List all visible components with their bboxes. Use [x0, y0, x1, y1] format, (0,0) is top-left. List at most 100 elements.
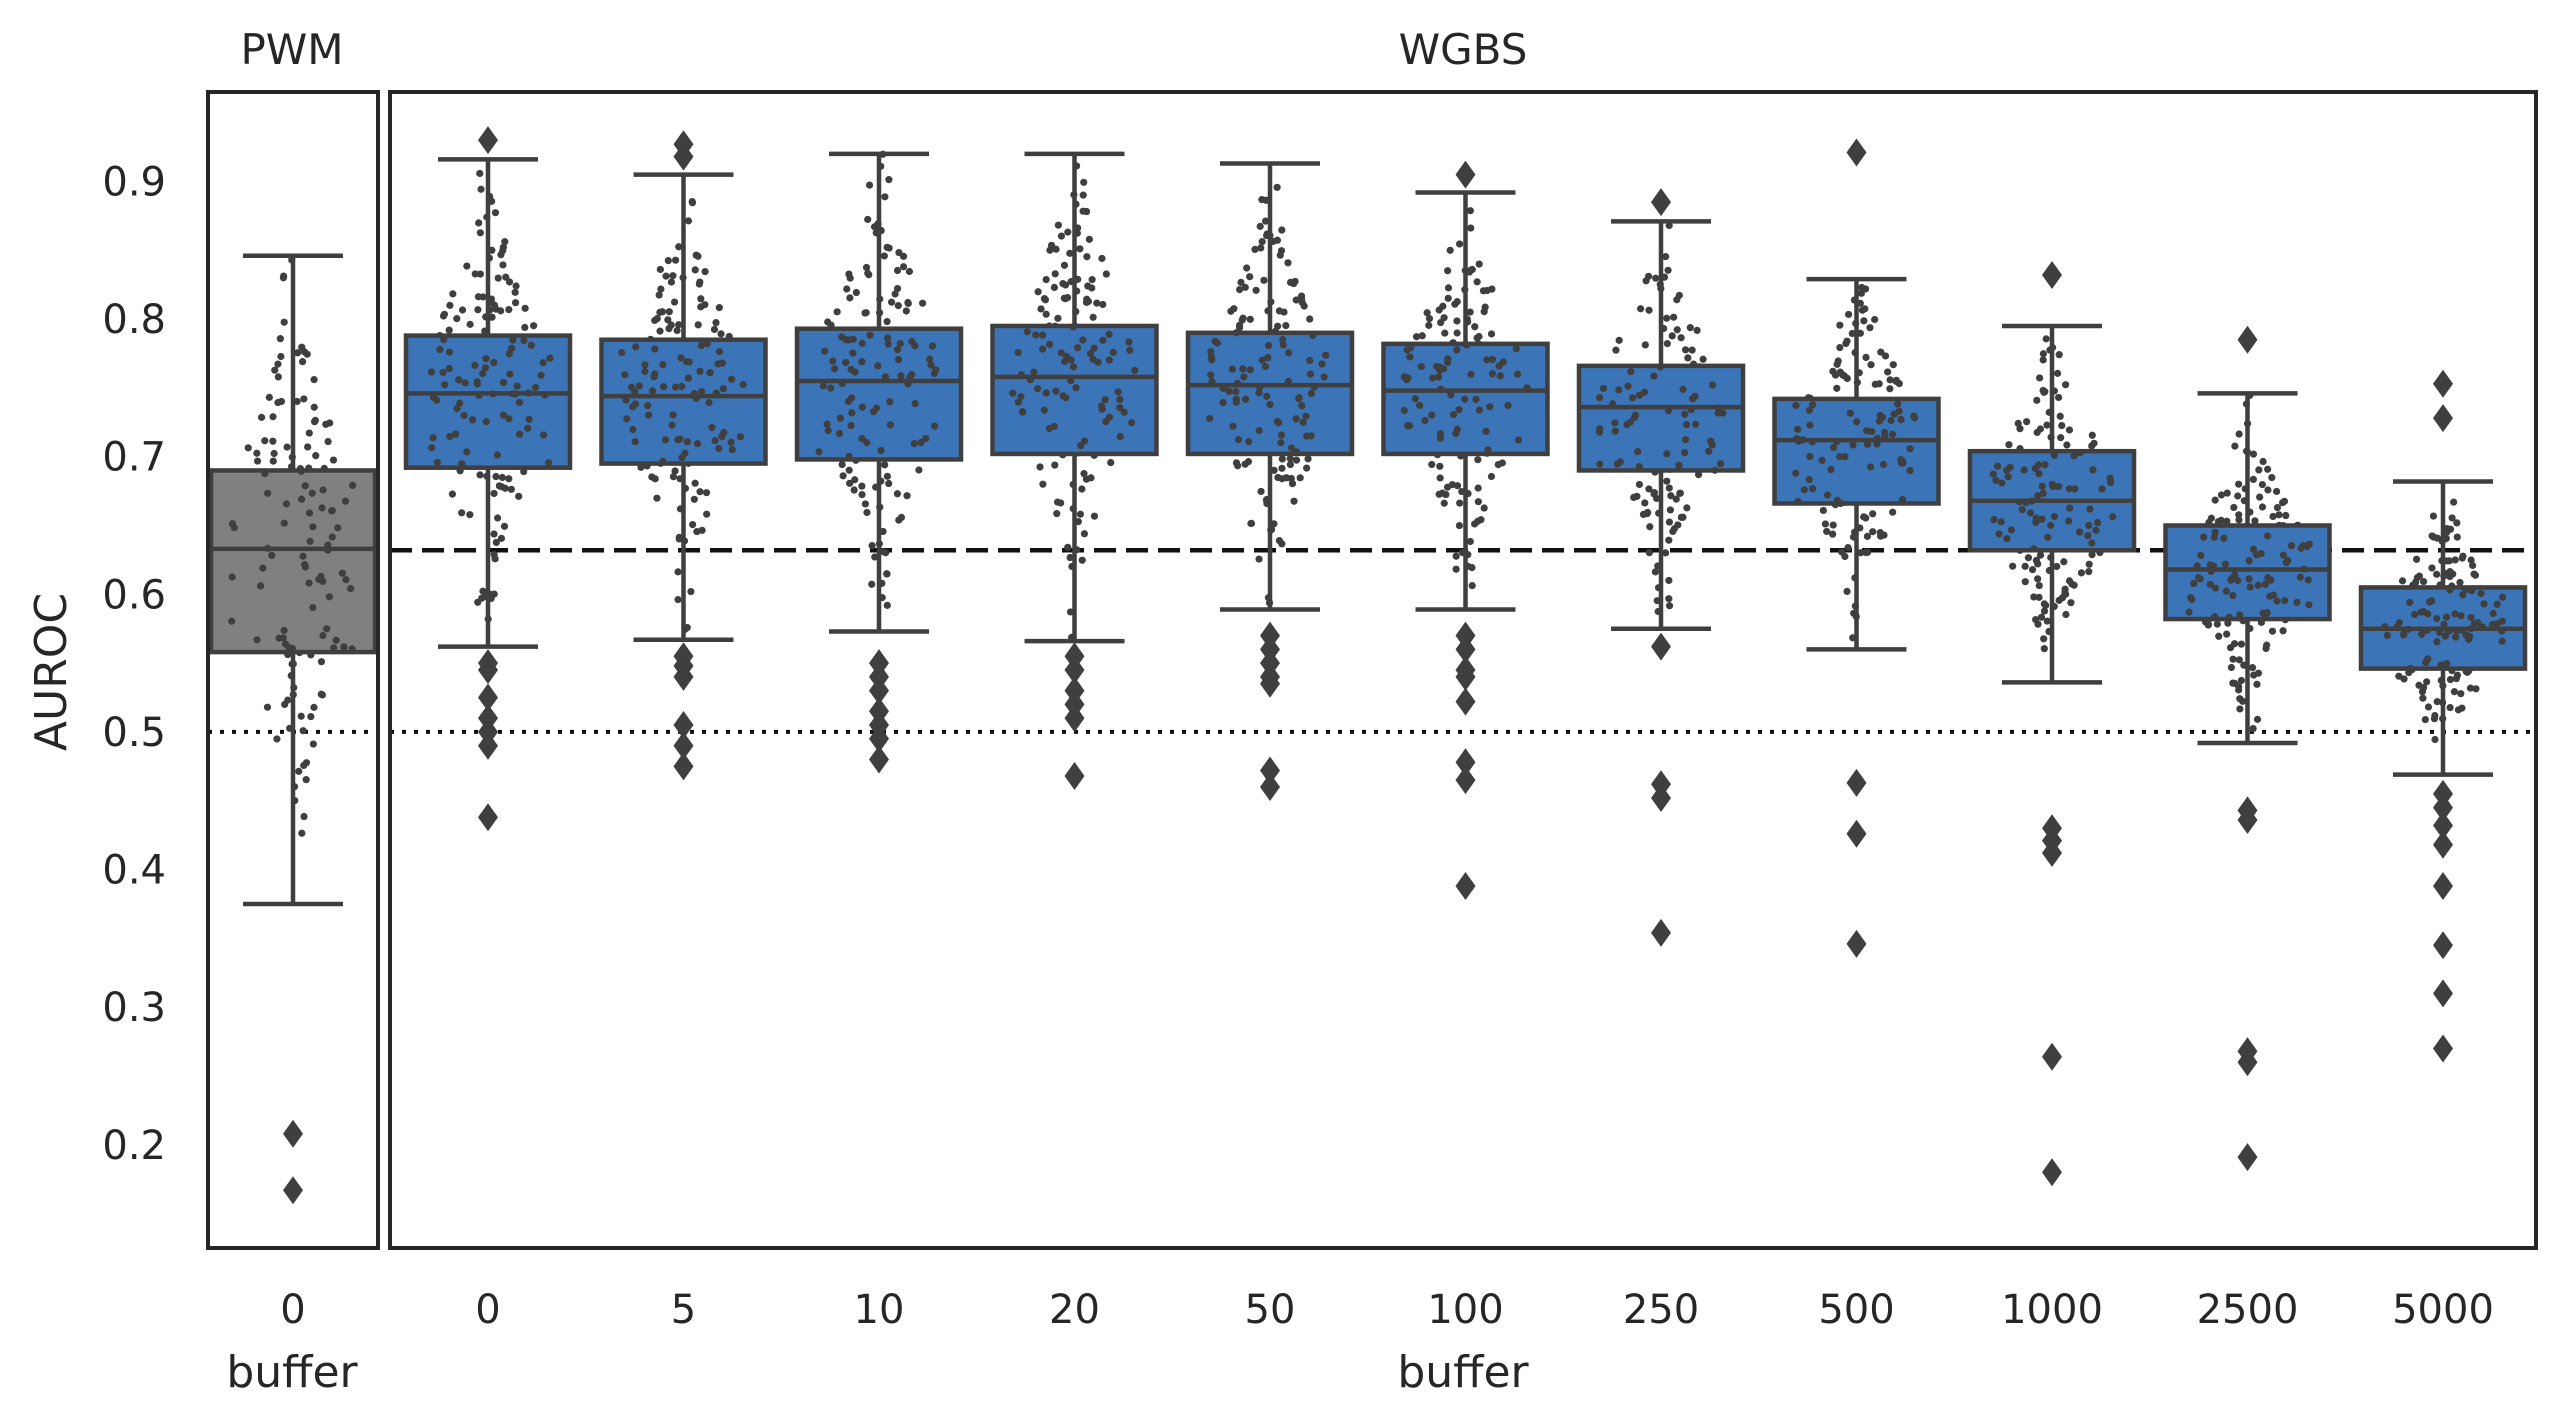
wgbs-5-swarm-point	[698, 526, 706, 534]
wgbs-250-swarm-point	[1645, 306, 1653, 314]
wgbs-1000-swarm-point	[2048, 480, 2056, 488]
wgbs-10-swarm-point	[836, 414, 844, 422]
wgbs-10-swarm-point	[915, 466, 923, 474]
wgbs-20-swarm-point	[1076, 510, 1085, 518]
wgbs-10-swarm-point	[858, 434, 866, 443]
wgbs-1000-swarm-point	[2044, 533, 2052, 541]
wgbs-500-swarm-point	[1906, 466, 1914, 475]
wgbs-1000-swarm-point	[2033, 396, 2041, 404]
wgbs-10-swarm-point	[884, 340, 892, 348]
wgbs-250-swarm-point	[1611, 419, 1619, 427]
wgbs-50-swarm-point	[1292, 415, 1300, 423]
wgbs-5000-swarm-point	[2418, 630, 2426, 638]
wgbs-0-swarm-point	[427, 368, 436, 376]
wgbs-1000-swarm-point	[2038, 515, 2046, 523]
wgbs-20-swarm-point	[1053, 498, 1062, 506]
wgbs-10-swarm-point	[884, 334, 892, 342]
wgbs-5000-outlier-marker	[2433, 872, 2453, 901]
wgbs-1000-swarm-point	[2085, 521, 2093, 530]
wgbs-1000-swarm-point	[2036, 551, 2045, 559]
wgbs-250-swarm-point	[1663, 314, 1671, 322]
wgbs-50-swarm-point	[1252, 286, 1260, 294]
wgbs-250-swarm-point	[1708, 381, 1717, 389]
wgbs-500-swarm-point	[1836, 452, 1844, 461]
wgbs-5-swarm-point	[629, 425, 637, 434]
wgbs-500-swarm-point	[1844, 543, 1852, 552]
wgbs-0-swarm-point	[477, 185, 485, 193]
wgbs-5-swarm-point	[691, 266, 699, 274]
pwm-0-swarm-point	[269, 457, 277, 465]
wgbs-10-swarm-point	[883, 570, 891, 578]
wgbs-500-swarm-point	[1866, 324, 1874, 332]
wgbs-50-swarm-point	[1245, 438, 1253, 446]
y-tick-label: 0.5	[102, 710, 166, 756]
wgbs-20-swarm-point	[1083, 253, 1091, 261]
wgbs-250-swarm-point	[1692, 420, 1700, 428]
wgbs-1000-swarm-point	[2032, 518, 2040, 526]
wgbs-5-swarm-point	[631, 437, 639, 446]
y-tick-label: 0.2	[102, 1123, 166, 1169]
wgbs-2500-swarm-point	[2215, 632, 2223, 640]
wgbs-10-swarm-point	[897, 372, 905, 380]
wgbs-50-swarm-point	[1261, 217, 1270, 225]
wgbs-250-swarm-point	[1670, 313, 1678, 321]
wgbs-50-swarm-point	[1278, 475, 1286, 483]
wgbs-20-swarm-point	[1072, 384, 1080, 392]
wgbs-5000-swarm-point	[2430, 715, 2439, 723]
wgbs-1000-swarm-point	[2062, 381, 2070, 389]
wgbs-0-swarm-point	[458, 460, 466, 468]
pwm-0-swarm-point	[265, 393, 273, 401]
wgbs-5-swarm-point	[703, 340, 711, 348]
wgbs-10-swarm-point	[827, 384, 835, 392]
wgbs-50-swarm-point	[1302, 412, 1310, 420]
wgbs-10-swarm-point	[893, 490, 902, 498]
wgbs-5000-swarm-point	[2453, 519, 2461, 527]
wgbs-10-swarm-point	[863, 439, 871, 447]
wgbs-100-swarm-point	[1472, 395, 1480, 404]
wgbs-2500-swarm-point	[2235, 516, 2243, 524]
wgbs-500-swarm-point	[1849, 441, 1857, 449]
pwm-0-swarm-point	[259, 564, 267, 572]
wgbs-10-swarm-point	[829, 357, 837, 365]
wgbs-0-swarm-point	[474, 598, 482, 606]
wgbs-50-swarm-point	[1260, 276, 1268, 284]
wgbs-50-swarm-point	[1232, 329, 1240, 337]
pwm-0-swarm-point	[288, 644, 296, 652]
wgbs-5-swarm-point	[621, 371, 629, 379]
wgbs-10-swarm-point	[866, 331, 874, 339]
wgbs-5000-swarm-point	[2446, 586, 2454, 594]
wgbs-5-swarm-point	[645, 411, 653, 419]
wgbs-10-box	[794, 326, 964, 462]
wgbs-0-swarm-point	[466, 511, 474, 519]
wgbs-1000-swarm-point	[2035, 593, 2043, 601]
wgbs-0-swarm-point	[507, 485, 515, 493]
wgbs-100-swarm-point	[1425, 314, 1434, 323]
pwm-0-swarm-point	[299, 727, 307, 735]
wgbs-5-swarm-point	[710, 325, 719, 334]
wgbs-50-swarm-point	[1288, 480, 1297, 488]
wgbs-2500-swarm-point	[2261, 612, 2269, 620]
wgbs-5000-swarm-point	[2446, 675, 2455, 684]
wgbs-5-swarm-point	[715, 444, 723, 453]
wgbs-0-swarm-point	[482, 418, 490, 426]
wgbs-100-swarm-point	[1468, 582, 1476, 590]
wgbs-50-outlier-marker	[1260, 669, 1280, 698]
wgbs-2500-swarm-point	[2230, 503, 2238, 512]
wgbs-1000-swarm-point	[2042, 335, 2050, 343]
wgbs-100-swarm-point	[1484, 446, 1492, 454]
wgbs-50-swarm-point	[1244, 458, 1253, 466]
wgbs-2500-swarm-point	[2235, 430, 2243, 438]
wgbs-1000-swarm-point	[2070, 452, 2078, 460]
wgbs-100-swarm-point	[1442, 490, 1450, 499]
wgbs-50-outlier-marker	[1260, 756, 1280, 785]
wgbs-500-swarm-point	[1833, 384, 1841, 392]
wgbs-5-swarm-point	[667, 278, 676, 286]
wgbs-50-swarm-point	[1296, 474, 1304, 482]
wgbs-500-swarm-point	[1827, 465, 1835, 474]
wgbs-2500-swarm-point	[2258, 503, 2267, 511]
wgbs-10-swarm-point	[883, 601, 891, 609]
wgbs-250-swarm-point	[1714, 409, 1722, 417]
wgbs-0-swarm-point	[505, 475, 513, 483]
wgbs-5-swarm-point	[653, 494, 661, 502]
wgbs-100-swarm-point	[1461, 395, 1469, 403]
